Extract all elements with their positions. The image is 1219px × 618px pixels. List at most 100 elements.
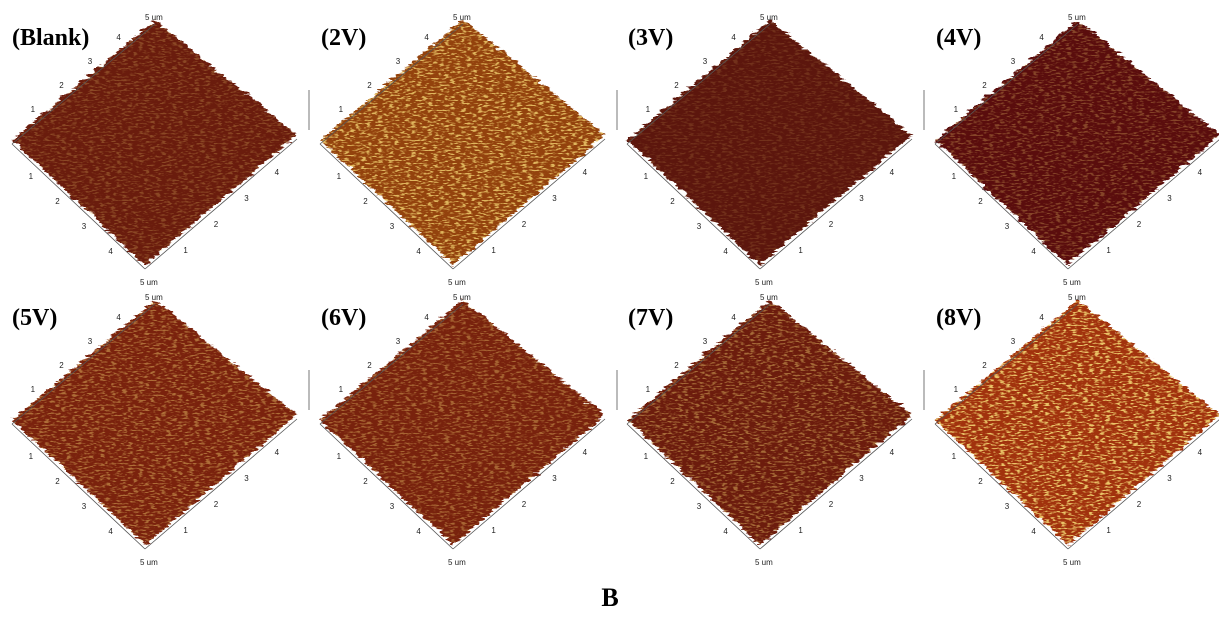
axis-tick-label: 4 <box>424 33 429 42</box>
axis-tick-label: 1 <box>183 246 188 255</box>
axis-tick-label: 1 <box>337 172 342 181</box>
axis-tick-label: 4 <box>1031 247 1036 256</box>
axis-tick-label: 4 <box>1031 527 1036 536</box>
axis-tick-label: 3 <box>82 222 87 231</box>
panel-label: (2V) <box>321 25 366 51</box>
axis-tick-label: 3 <box>1011 57 1016 66</box>
corner-label: 5 um <box>453 13 471 22</box>
axis-tick-label: 2 <box>522 220 527 229</box>
corner-label: 5 um <box>453 293 471 302</box>
axis-tick-label: 3 <box>703 337 708 346</box>
axis-tick-label: 1 <box>339 385 344 394</box>
surface-peaks <box>320 300 605 545</box>
axis-tick-label: 4 <box>1039 313 1044 322</box>
corner-label: 5 um <box>145 13 163 22</box>
surface-peaks <box>627 300 912 545</box>
axis-tick-label: 3 <box>82 502 87 511</box>
axis-tick-label: 1 <box>1106 246 1111 255</box>
panel-label: (6V) <box>321 305 366 331</box>
corner-label: 5 um <box>448 558 466 567</box>
axis-tick-label: 4 <box>583 448 588 457</box>
axis-tick-label: 2 <box>978 477 983 486</box>
corner-label: 5 um <box>755 558 773 567</box>
axis-tick-label: 3 <box>1167 194 1172 203</box>
surface-peaks <box>935 300 1219 545</box>
axis-tick-label: 3 <box>1005 222 1010 231</box>
axis-tick-label: 2 <box>829 220 834 229</box>
axis-tick-label: 1 <box>339 105 344 114</box>
corner-label: 5 um <box>140 278 158 287</box>
panel-label: (Blank) <box>12 25 89 51</box>
axis-tick-label: 2 <box>59 361 64 370</box>
corner-label: 5 um <box>755 278 773 287</box>
corner-label: 5 um <box>1063 558 1081 567</box>
axis-tick-label: 2 <box>1137 220 1142 229</box>
axis-tick-label: 2 <box>982 361 987 370</box>
axis-tick-label: 1 <box>954 105 959 114</box>
axis-tick-label: 1 <box>29 172 34 181</box>
axis-tick-label: 1 <box>954 385 959 394</box>
axis-tick-label: 1 <box>952 172 957 181</box>
axis-tick-label: 4 <box>416 527 421 536</box>
afm-panel: 1234123412345 um5 um(2V) <box>320 13 617 287</box>
axis-tick-label: 4 <box>723 247 728 256</box>
corner-label: 5 um <box>1068 13 1086 22</box>
axis-tick-label: 1 <box>29 452 34 461</box>
axis-tick-label: 1 <box>31 105 36 114</box>
axis-tick-label: 2 <box>670 197 675 206</box>
axis-tick-label: 3 <box>88 57 93 66</box>
axis-tick-label: 3 <box>88 337 93 346</box>
axis-tick-label: 4 <box>890 168 895 177</box>
axis-tick-label: 2 <box>55 477 60 486</box>
axis-tick-label: 2 <box>522 500 527 509</box>
panel-label: (4V) <box>936 25 981 51</box>
axis-tick-label: 3 <box>697 222 702 231</box>
axis-tick-label: 4 <box>1039 33 1044 42</box>
axis-tick-label: 2 <box>363 197 368 206</box>
corner-label: 5 um <box>140 558 158 567</box>
caption: B <box>601 583 618 612</box>
axis-tick-label: 4 <box>731 313 736 322</box>
axis-tick-label: 2 <box>214 220 219 229</box>
axis-tick-label: 1 <box>798 246 803 255</box>
axis-tick-label: 1 <box>644 172 649 181</box>
axis-tick-label: 3 <box>396 337 401 346</box>
axis-tick-label: 4 <box>731 33 736 42</box>
axis-tick-label: 3 <box>1167 474 1172 483</box>
surface-peaks <box>935 20 1219 265</box>
axis-tick-label: 2 <box>59 81 64 90</box>
axis-tick-label: 2 <box>978 197 983 206</box>
axis-tick-label: 1 <box>646 105 651 114</box>
axis-tick-label: 3 <box>244 474 249 483</box>
axis-tick-label: 2 <box>982 81 987 90</box>
afm-panel: 1 2 3 4 1 2 3 4 1 2 3 4 5 um 5 um (4V) <box>935 13 1219 287</box>
axis-tick-label: 3 <box>396 57 401 66</box>
axis-tick-label: 3 <box>1005 502 1010 511</box>
axis-tick-label: 3 <box>244 194 249 203</box>
axis-tick-label: 3 <box>703 57 708 66</box>
axis-tick-label: 4 <box>1198 168 1203 177</box>
corner-label: 5 um <box>1063 278 1081 287</box>
axis-tick-label: 2 <box>214 500 219 509</box>
corner-label: 5 um <box>448 278 466 287</box>
axis-tick-label: 4 <box>424 313 429 322</box>
axis-tick-label: 3 <box>1011 337 1016 346</box>
axis-tick-label: 4 <box>890 448 895 457</box>
afm-panel: 1234123412345 um5 um(Blank) <box>12 13 309 287</box>
axis-tick-label: 2 <box>367 361 372 370</box>
axis-tick-label: 3 <box>859 194 864 203</box>
axis-tick-label: 3 <box>859 474 864 483</box>
axis-tick-label: 2 <box>55 197 60 206</box>
axis-tick-label: 4 <box>416 247 421 256</box>
surface-peaks <box>12 20 297 265</box>
panel-label: (5V) <box>12 305 57 331</box>
axis-tick-label: 2 <box>363 477 368 486</box>
axis-tick-label: 2 <box>674 361 679 370</box>
axis-tick-label: 3 <box>552 474 557 483</box>
axis-tick-label: 4 <box>116 33 121 42</box>
axis-tick-label: 4 <box>583 168 588 177</box>
